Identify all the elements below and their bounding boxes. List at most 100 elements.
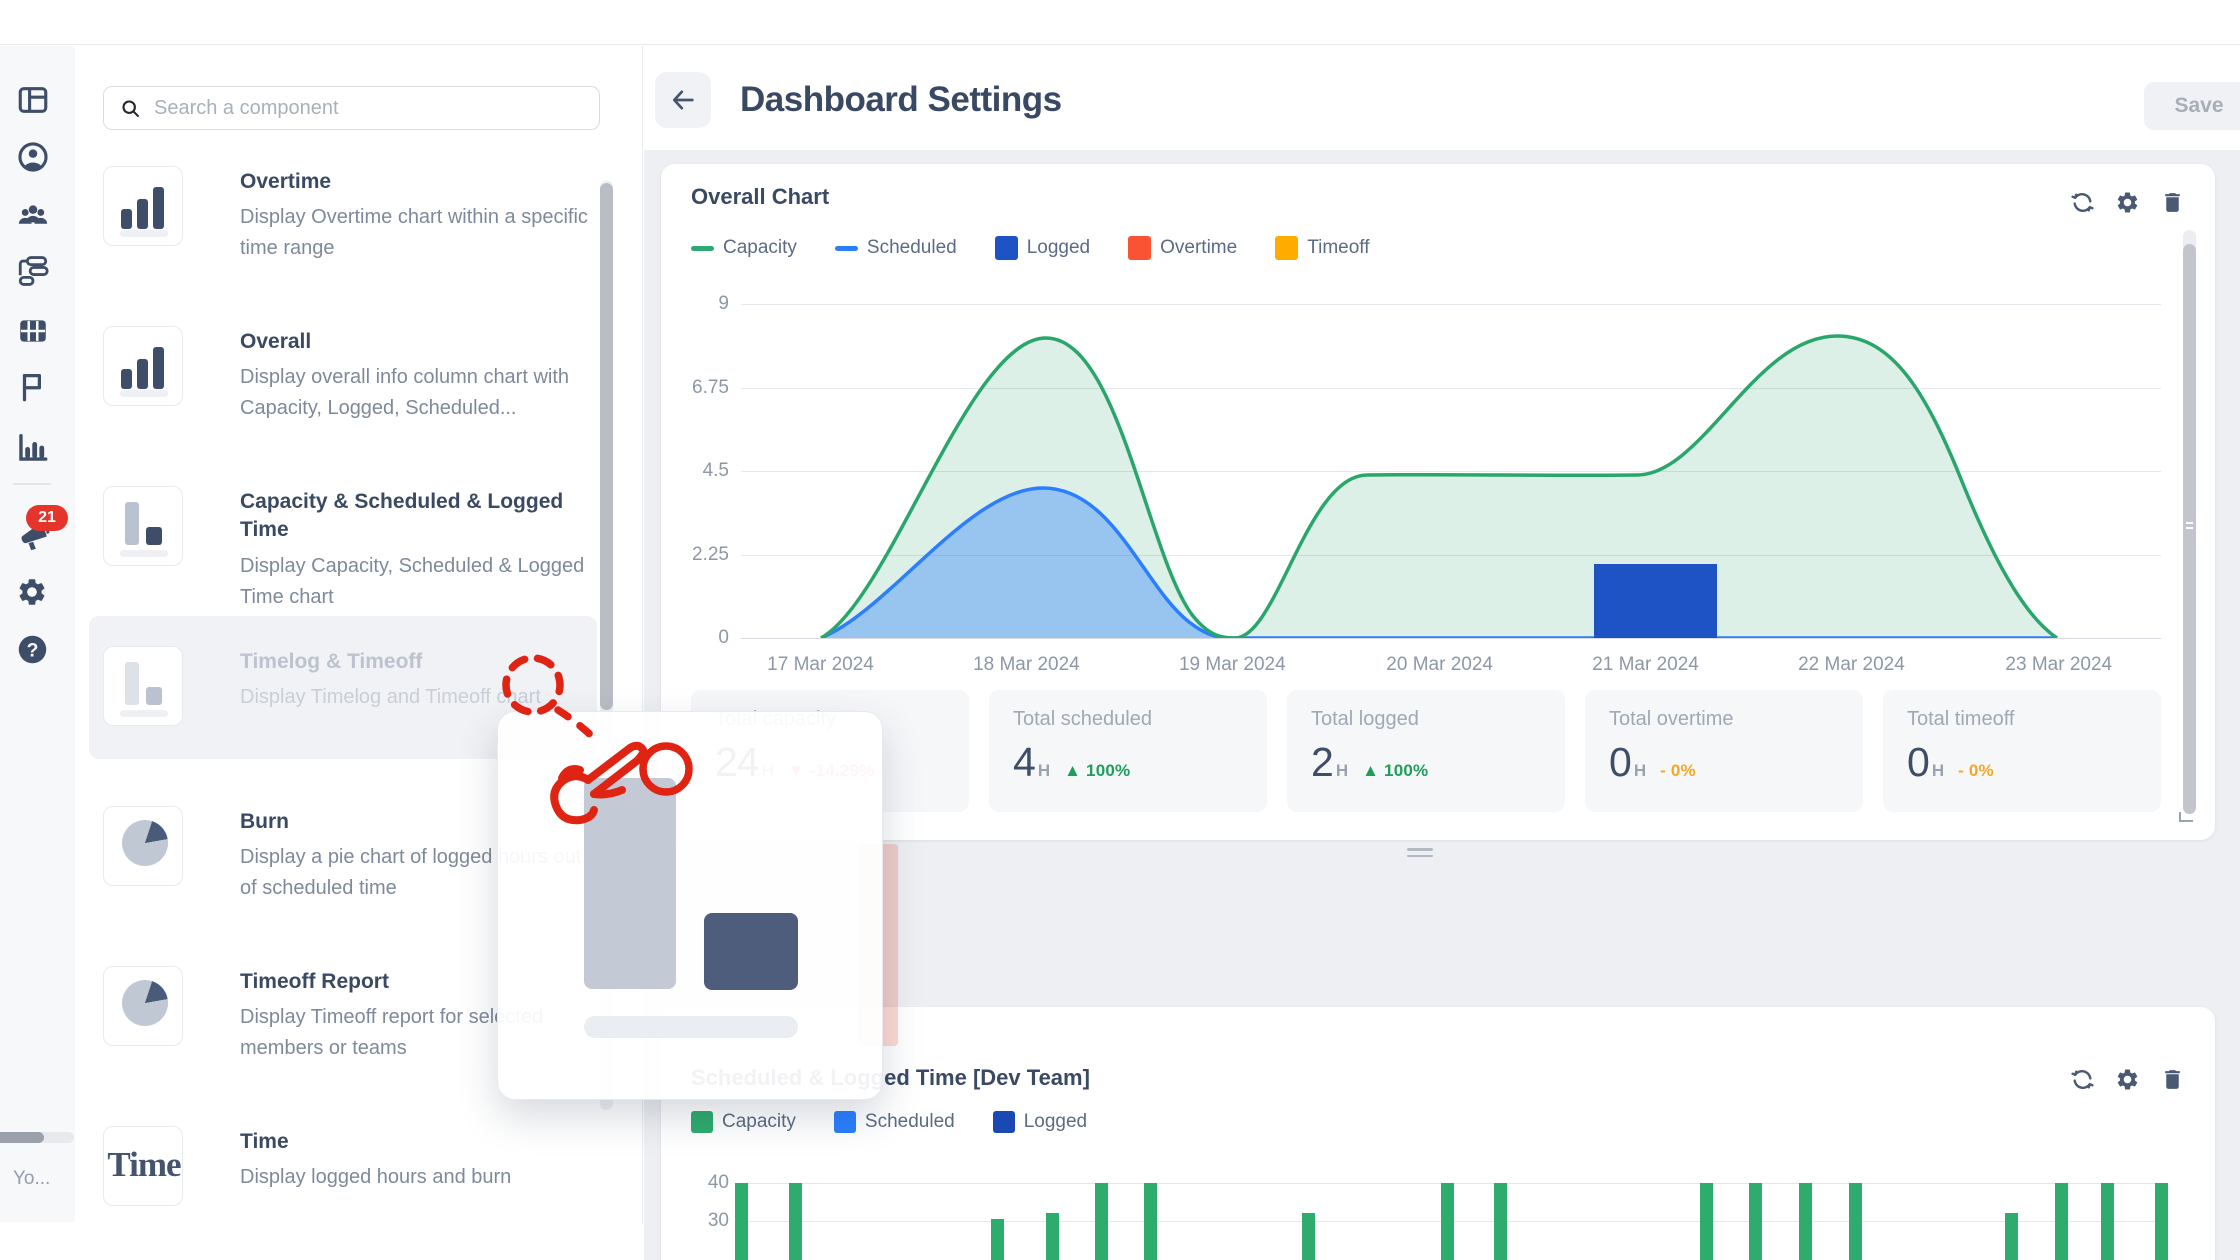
component-title: Timeoff Report: [240, 970, 389, 993]
scrollbar-grip: [2186, 522, 2193, 524]
legend-item[interactable]: Logged: [994, 236, 1090, 260]
legend-item[interactable]: Timeoff: [1275, 236, 1370, 260]
legend-item[interactable]: Capacity: [691, 1111, 796, 1133]
bar-chart-thumbnail: [103, 646, 183, 726]
legend-swatch: [994, 236, 1018, 260]
stat-value: 4: [1013, 739, 1036, 785]
legend-item[interactable]: Scheduled: [834, 237, 957, 259]
save-button[interactable]: Save: [2144, 82, 2240, 130]
gear-icon[interactable]: [2115, 190, 2140, 220]
y-axis-tick-label: 0: [718, 627, 729, 648]
x-axis-tick-label: 23 Mar 2024: [2005, 654, 2113, 675]
stat-label: Total timeoff: [1907, 708, 2015, 730]
trash-icon[interactable]: [2160, 1067, 2185, 1097]
user-icon[interactable]: [16, 140, 50, 174]
back-button[interactable]: [655, 72, 711, 128]
component-title: Overall: [240, 330, 312, 353]
rail-bottom-label: Yo...: [13, 1168, 51, 1189]
component-item-overall[interactable]: Overall Display overall info column char…: [75, 326, 642, 419]
scrollbar-grip: [2186, 527, 2193, 529]
component-item-overtime[interactable]: Overtime Display Overtime chart within a…: [75, 166, 642, 259]
stat-card-total-scheduled: Total scheduled 4 H ▲ 100%: [989, 690, 1267, 812]
resize-corner-icon[interactable]: [2179, 812, 2193, 822]
capacity-bar: [1441, 1183, 1455, 1260]
overall-chart-card: Overall Chart Capacity Scheduled Logged Ove…: [661, 164, 2215, 840]
component-title: Overtime: [240, 170, 332, 193]
team-legend: Capacity Scheduled Logged: [691, 1111, 1087, 1133]
component-item-timeoff-report[interactable]: Timeoff Report Display Timeoff report fo…: [75, 966, 642, 1059]
capacity-bar: [1798, 1183, 1812, 1260]
stat-unit: H: [1931, 761, 1945, 780]
legend-swatch: [992, 1111, 1015, 1133]
gear-icon[interactable]: [2115, 1067, 2140, 1097]
svg-text:?: ?: [27, 640, 39, 661]
legend-label: Timeoff: [1307, 237, 1370, 258]
stat-label: Total overtime: [1609, 708, 1734, 730]
bar-chart-icon[interactable]: [16, 430, 50, 464]
capacity-bar: [1094, 1183, 1108, 1260]
window-top-band: [0, 0, 2240, 45]
rail-horizontal-scrollbar-thumb[interactable]: [0, 1132, 44, 1143]
x-axis-tick-label: 21 Mar 2024: [1592, 654, 1699, 675]
bar-chart-thumbnail: [103, 486, 183, 566]
stat-value: 2: [1311, 739, 1334, 785]
legend-label: Scheduled: [866, 237, 957, 258]
search-box[interactable]: [103, 86, 600, 130]
x-axis-tick-label: 19 Mar 2024: [1178, 654, 1286, 675]
stat-unit: H: [1633, 761, 1647, 780]
legend-swatch: [834, 245, 858, 251]
card-drag-handle[interactable]: [1407, 848, 1433, 861]
y-axis-tick-label: 2.25: [692, 543, 729, 565]
y-axis-tick-label: 6.75: [692, 376, 729, 398]
team-chart-plot: [735, 1183, 2169, 1260]
overall-chart-plot: [741, 304, 2161, 785]
stat-card-total-overtime: Total overtime 0 H - 0%: [1585, 690, 1863, 812]
dragged-component-ghost[interactable]: [497, 711, 883, 1100]
component-item-burn[interactable]: Burn Display a pie chart of logged hours…: [75, 806, 642, 899]
help-icon[interactable]: ?: [16, 633, 49, 666]
ghost-bar: [704, 913, 798, 990]
component-title: Capacity & Scheduled & Logged Time: [240, 490, 564, 542]
stat-value: 0: [1609, 739, 1632, 785]
x-axis-tick-label: 18 Mar 2024: [973, 654, 1080, 675]
legend-swatch: [691, 1111, 713, 1133]
flag-icon[interactable]: [16, 370, 50, 404]
arrow-left-icon: [672, 90, 694, 110]
settings-icon[interactable]: [16, 576, 48, 608]
trash-icon[interactable]: [2160, 190, 2185, 220]
page-title: Dashboard Settings: [740, 80, 1062, 119]
component-item-time[interactable]: Time Time Display logged hours and burn: [75, 1126, 642, 1206]
table-icon[interactable]: [16, 314, 50, 348]
card-actions: [2070, 1067, 2185, 1097]
x-axis-tick-label: 22 Mar 2024: [1798, 654, 1905, 675]
gantt-icon[interactable]: [16, 254, 50, 288]
overall-legend: Capacity Scheduled Logged Overtime Timeoff: [691, 236, 1370, 260]
refresh-icon[interactable]: [2070, 1067, 2095, 1097]
scheduled-line: [820, 486, 2057, 638]
legend-item[interactable]: Logged: [992, 1111, 1088, 1133]
legend-item[interactable]: Capacity: [691, 237, 797, 259]
stat-unit: H: [1335, 761, 1349, 780]
search-input[interactable]: [154, 96, 534, 120]
legend-label: Capacity: [722, 1111, 796, 1132]
sidebar-rail: 21 ? Yo...: [0, 46, 75, 1222]
legend-item[interactable]: Overtime: [1128, 236, 1237, 260]
legend-label: Logged: [1023, 1111, 1088, 1132]
layout-icon[interactable]: [16, 83, 50, 117]
refresh-icon[interactable]: [2070, 190, 2095, 220]
team-icon[interactable]: [16, 199, 50, 233]
component-description: Display Timelog and Timeoff chart: [240, 686, 541, 709]
card-scrollbar-thumb[interactable]: [2183, 244, 2196, 814]
component-title: Burn: [240, 810, 289, 833]
component-description: Display logged hours and burn: [240, 1166, 512, 1189]
component-list-scrollbar-thumb[interactable]: [600, 183, 613, 710]
capacity-bar: [789, 1183, 803, 1260]
component-item-capacity-scheduled-logged[interactable]: Capacity & Scheduled & Logged Time Displ…: [75, 486, 642, 608]
legend-item[interactable]: Scheduled: [833, 1111, 955, 1133]
team-chart-card: Scheduled & Logged Time [Dev Team] Capac…: [661, 1007, 2215, 1260]
capacity-bar: [1493, 1183, 1507, 1260]
capacity-bar: [735, 1183, 749, 1260]
pie-chart-thumbnail: [103, 806, 183, 886]
capacity-bar: [2004, 1213, 2018, 1260]
legend-label: Scheduled: [864, 1111, 955, 1132]
